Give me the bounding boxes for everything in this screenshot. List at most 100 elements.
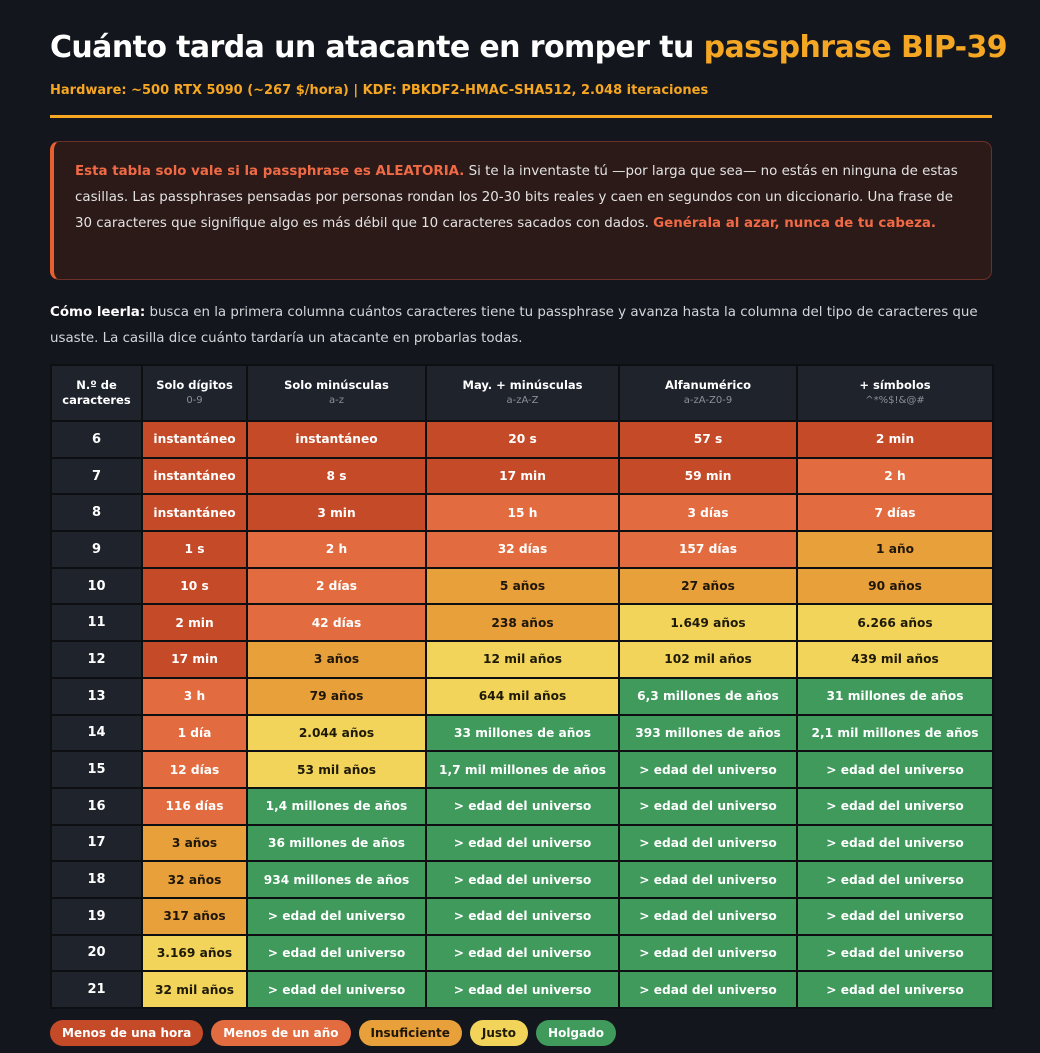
crack-time-cell: 17 min — [427, 458, 618, 494]
column-charset: a-zA-Z — [506, 395, 539, 406]
table-row: 16 116 días 1,4 millones de años > edad del… — [52, 788, 992, 824]
crack-time-cell: 157 días — [620, 532, 796, 567]
column-header-label: Solo minúsculas — [284, 378, 389, 392]
crack-time-cell: 1 año — [798, 532, 992, 567]
row-length-cell: 8 — [52, 495, 141, 531]
table-row: 21 32 mil años > edad del universo > edad d… — [52, 972, 992, 1007]
crack-time-cell: 32 mil años — [143, 972, 246, 1007]
crack-time-cell: > edad del universo — [620, 788, 796, 824]
crack-time-table: N.º de caracteres Solo dígitos 0-9 Solo minú… — [50, 364, 994, 1009]
how-to-read-text: busca en la primera columna cuántos cara… — [50, 305, 978, 346]
row-length-cell: 6 — [52, 422, 141, 457]
crack-time-cell: > edad del universo — [620, 935, 796, 971]
crack-time-cell: 393 millones de años — [620, 715, 796, 751]
crack-time-cell: 17 min — [143, 642, 246, 677]
crack-time-cell: 3 días — [620, 495, 796, 531]
crack-time-cell: 1,4 millones de años — [248, 788, 425, 824]
row-length-cell: 10 — [52, 568, 141, 604]
row-length-cell: 20 — [52, 935, 141, 971]
crack-time-cell: 10 s — [143, 568, 246, 604]
crack-time-cell: 6,3 millones de años — [620, 678, 796, 714]
table-row: 7 instantáneo 8 s 17 min 59 min 2 h — [52, 458, 992, 494]
title-main: Cuánto tarda un atacante en romper tu — [50, 30, 704, 65]
crack-time-cell: 2 h — [248, 532, 425, 567]
crack-time-cell: 57 s — [620, 422, 796, 457]
crack-time-cell: 42 días — [248, 605, 425, 641]
crack-time-cell: 3.169 años — [143, 935, 246, 971]
table-row: 18 32 años 934 millones de años > edad del … — [52, 862, 992, 897]
crack-time-cell: > edad del universo — [427, 788, 618, 824]
crack-time-cell: 439 mil años — [798, 642, 992, 677]
crack-time-cell: > edad del universo — [248, 972, 425, 1007]
crack-time-cell: 116 días — [143, 788, 246, 824]
row-length-cell: 21 — [52, 972, 141, 1007]
crack-time-cell: > edad del universo — [620, 825, 796, 861]
crack-time-cell: 2 días — [248, 568, 425, 604]
crack-time-cell: 27 años — [620, 568, 796, 604]
crack-time-cell: 644 mil años — [427, 678, 618, 714]
crack-time-cell: > edad del universo — [798, 972, 992, 1007]
column-header: May. + minúsculas a-zA-Z — [427, 366, 618, 420]
crack-time-cell: > edad del universo — [798, 898, 992, 934]
crack-time-cell: 8 s — [248, 458, 425, 494]
crack-time-cell: instantáneo — [248, 422, 425, 457]
table-row: 12 17 min 3 años 12 mil años 102 mil años 439… — [52, 642, 992, 677]
row-length-cell: 18 — [52, 862, 141, 897]
warning-body: Si te la inventaste tú —por larga que se… — [75, 164, 958, 231]
crack-time-cell: > edad del universo — [427, 898, 618, 934]
legend-item: Insuficiente — [358, 1020, 462, 1046]
crack-time-cell: 2 min — [143, 605, 246, 641]
warning-highlight-2: Genérala al azar, nunca de tu cabeza. — [653, 216, 936, 231]
crack-time-cell: 934 millones de años — [248, 862, 425, 897]
crack-time-cell: 2.044 años — [248, 715, 425, 751]
column-header: + símbolos ^*%$!&@# — [798, 366, 992, 420]
crack-time-cell: 238 años — [427, 605, 618, 641]
title-divider — [50, 115, 992, 118]
crack-time-cell: > edad del universo — [798, 825, 992, 861]
column-header: Alfanumérico a-zA-Z0-9 — [620, 366, 796, 420]
crack-time-cell: 12 días — [143, 752, 246, 787]
crack-time-cell: 102 mil años — [620, 642, 796, 677]
crack-time-cell: instantáneo — [143, 495, 246, 531]
crack-time-cell: 317 años — [143, 898, 246, 934]
crack-time-cell: 32 años — [143, 862, 246, 897]
crack-time-cell: > edad del universo — [427, 862, 618, 897]
row-length-cell: 19 — [52, 898, 141, 934]
crack-time-cell: > edad del universo — [620, 862, 796, 897]
crack-time-cell: 32 días — [427, 532, 618, 567]
crack-time-cell: > edad del universo — [798, 752, 992, 787]
row-length-cell: 16 — [52, 788, 141, 824]
table-row: 19 317 años > edad del universo > edad del … — [52, 898, 992, 934]
crack-time-cell: 6.266 años — [798, 605, 992, 641]
crack-time-cell: 36 millones de años — [248, 825, 425, 861]
crack-time-cell: > edad del universo — [427, 935, 618, 971]
column-charset: a-z — [329, 395, 344, 406]
crack-time-cell: > edad del universo — [427, 825, 618, 861]
crack-time-cell: 2,1 mil millones de años — [798, 715, 992, 751]
column-header-label: N.º de — [76, 378, 117, 392]
crack-time-cell: > edad del universo — [798, 935, 992, 971]
crack-time-cell: > edad del universo — [248, 898, 425, 934]
crack-time-cell: 3 min — [248, 495, 425, 531]
crack-time-cell: 90 años — [798, 568, 992, 604]
column-charset: ^*%$!&@# — [865, 395, 925, 406]
column-header: Solo dígitos 0-9 — [143, 366, 246, 420]
page-subtitle: Hardware: ~500 RTX 5090 (~267 $/hora) | … — [50, 83, 709, 98]
column-header-label-line-2: caracteres — [62, 393, 131, 407]
column-header-label: + símbolos — [859, 378, 931, 392]
crack-time-cell: instantáneo — [143, 458, 246, 494]
legend-item: Justo — [469, 1020, 529, 1046]
warning-box: Esta tabla solo vale si la passphrase es… — [50, 141, 992, 280]
how-to-read-label: Cómo leerla: — [50, 305, 146, 320]
legend-item: Menos de un año — [211, 1020, 351, 1046]
crack-time-cell: 1 día — [143, 715, 246, 751]
table-header-row: N.º de caracteres Solo dígitos 0-9 Solo minú… — [52, 366, 992, 420]
column-header-label: Alfanumérico — [664, 378, 752, 392]
row-length-cell: 7 — [52, 458, 141, 494]
crack-time-cell: 1,7 mil millones de años — [427, 752, 618, 787]
crack-time-cell: > edad del universo — [620, 898, 796, 934]
table-row: 11 2 min 42 días 238 años 1.649 años 6.266 añ… — [52, 605, 992, 641]
